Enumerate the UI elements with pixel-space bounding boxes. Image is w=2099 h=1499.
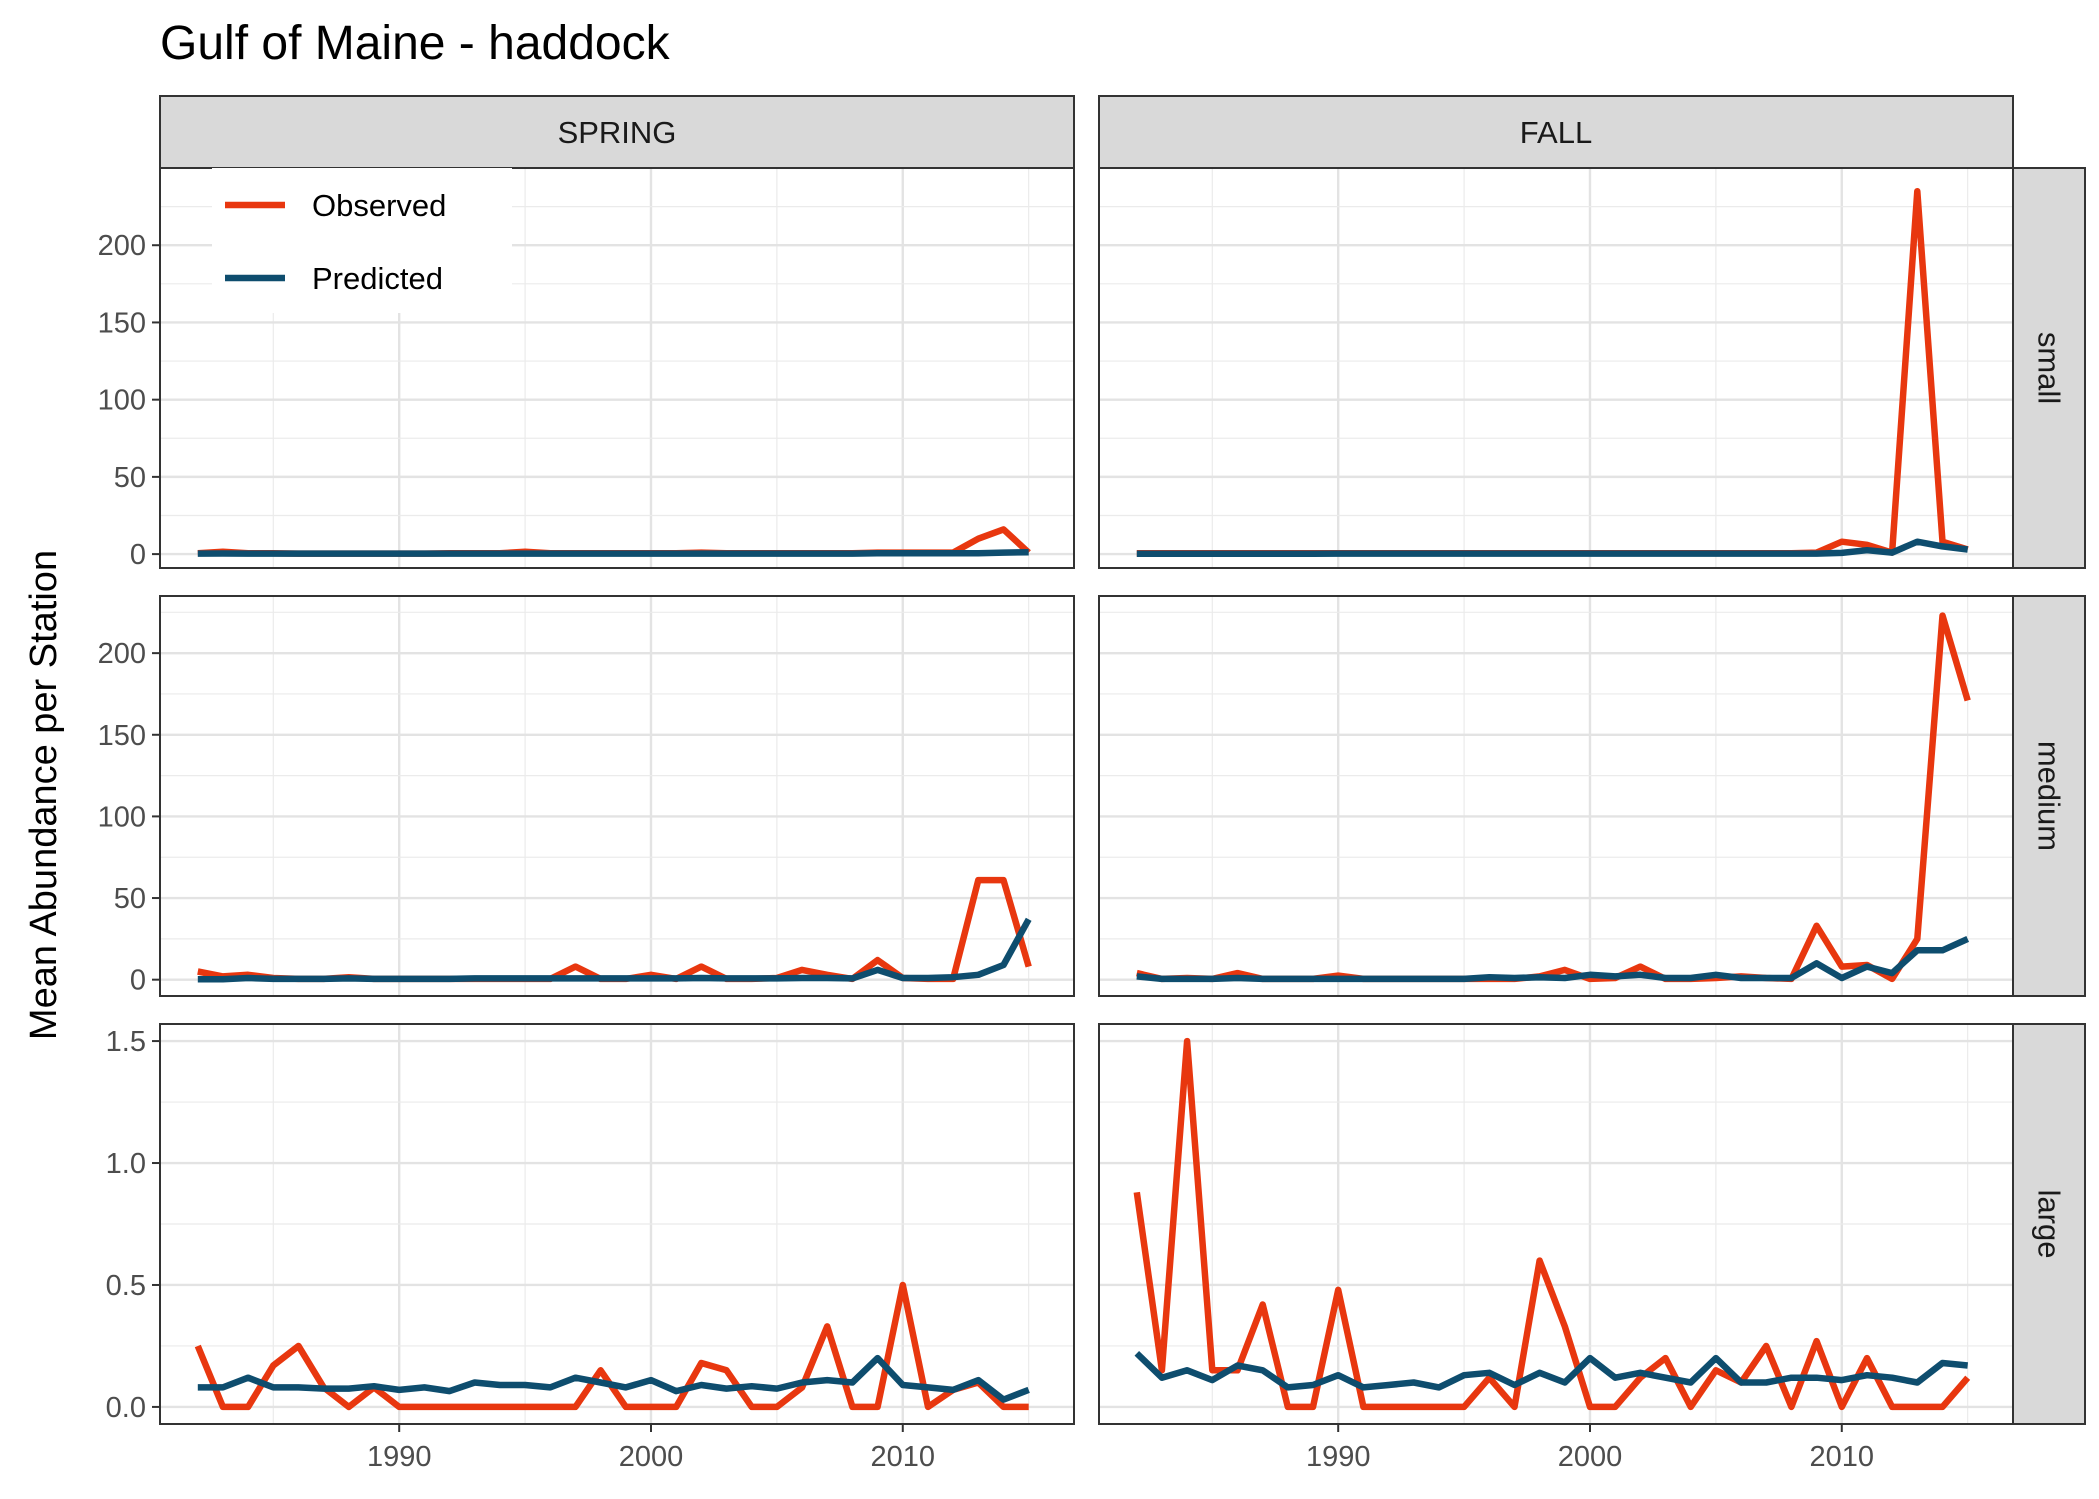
strip-fall [1098,95,2014,169]
y-tick-label: 0.0 [106,1392,146,1424]
y-tick-label: 200 [98,638,146,670]
series-line-predicted-spring-medium [197,917,1032,983]
strip-label-spring: SPRING [558,115,677,150]
y-tick-label: 100 [98,385,146,417]
x-tick-label: 1990 [1306,1441,1371,1473]
panel-background [1099,596,2013,996]
x-tick-label: 1990 [367,1441,432,1473]
series-line-predicted-spring-large [197,1354,1030,1403]
strip-medium [2012,595,2086,997]
panel-border [1098,1023,2014,1425]
legend-label-observed: Observed [312,188,446,223]
y-tick-label: 0.5 [106,1270,146,1302]
y-tick-label: 150 [98,720,146,752]
panel-background [160,596,1074,996]
panel-border [1098,595,2014,997]
x-tick-label: 2010 [871,1441,936,1473]
y-tick-label: 0 [130,539,146,571]
panel-border [159,1023,1075,1425]
series-line-observed-spring-large [194,1281,1029,1411]
x-tick-label: 2000 [619,1441,684,1473]
panel-background [1099,168,2013,568]
y-tick-label: 50 [114,462,146,494]
y-tick-label: 100 [98,801,146,833]
y-tick-label: 150 [98,307,146,339]
series-line-predicted-spring-small [197,548,1029,557]
plot-layer: SPRING FALLsmallmediumlarge05010015020005… [98,95,2086,1473]
chart-title: Gulf of Maine - haddock [160,17,671,70]
strip-spring [159,95,1075,169]
series-line-predicted-fall-medium [1136,935,1970,983]
y-tick-label: 50 [114,883,146,915]
panel-border [1098,167,2014,569]
x-tick-label: 2010 [1810,1441,1875,1473]
panel-border [159,167,1075,569]
series-line-predicted-fall-small [1136,538,1969,558]
y-tick-label: 200 [98,230,146,262]
strip-label-small: small [2032,332,2067,404]
y-axis-title: Mean Abundance per Station [23,550,65,1040]
strip-label-fall: FALL [1520,115,1592,150]
y-tick-label: 0 [130,965,146,997]
y-tick-label: 1.0 [106,1148,146,1180]
strip-label-large: large [2032,1190,2067,1259]
x-tick-label: 2000 [1558,1441,1623,1473]
strip-label-medium: medium [2032,741,2067,851]
legend-label-predicted: Predicted [312,261,443,296]
series-line-observed-fall-large [1133,1037,1971,1411]
series-line-predicted-fall-large [1134,1350,1969,1391]
legend: Observed Predicted [212,168,512,313]
y-tick-label: 1.5 [106,1026,146,1058]
strip-large [2012,1023,2086,1425]
strip-small [2012,167,2086,569]
legend-background [212,168,512,313]
panel-border [159,595,1075,997]
